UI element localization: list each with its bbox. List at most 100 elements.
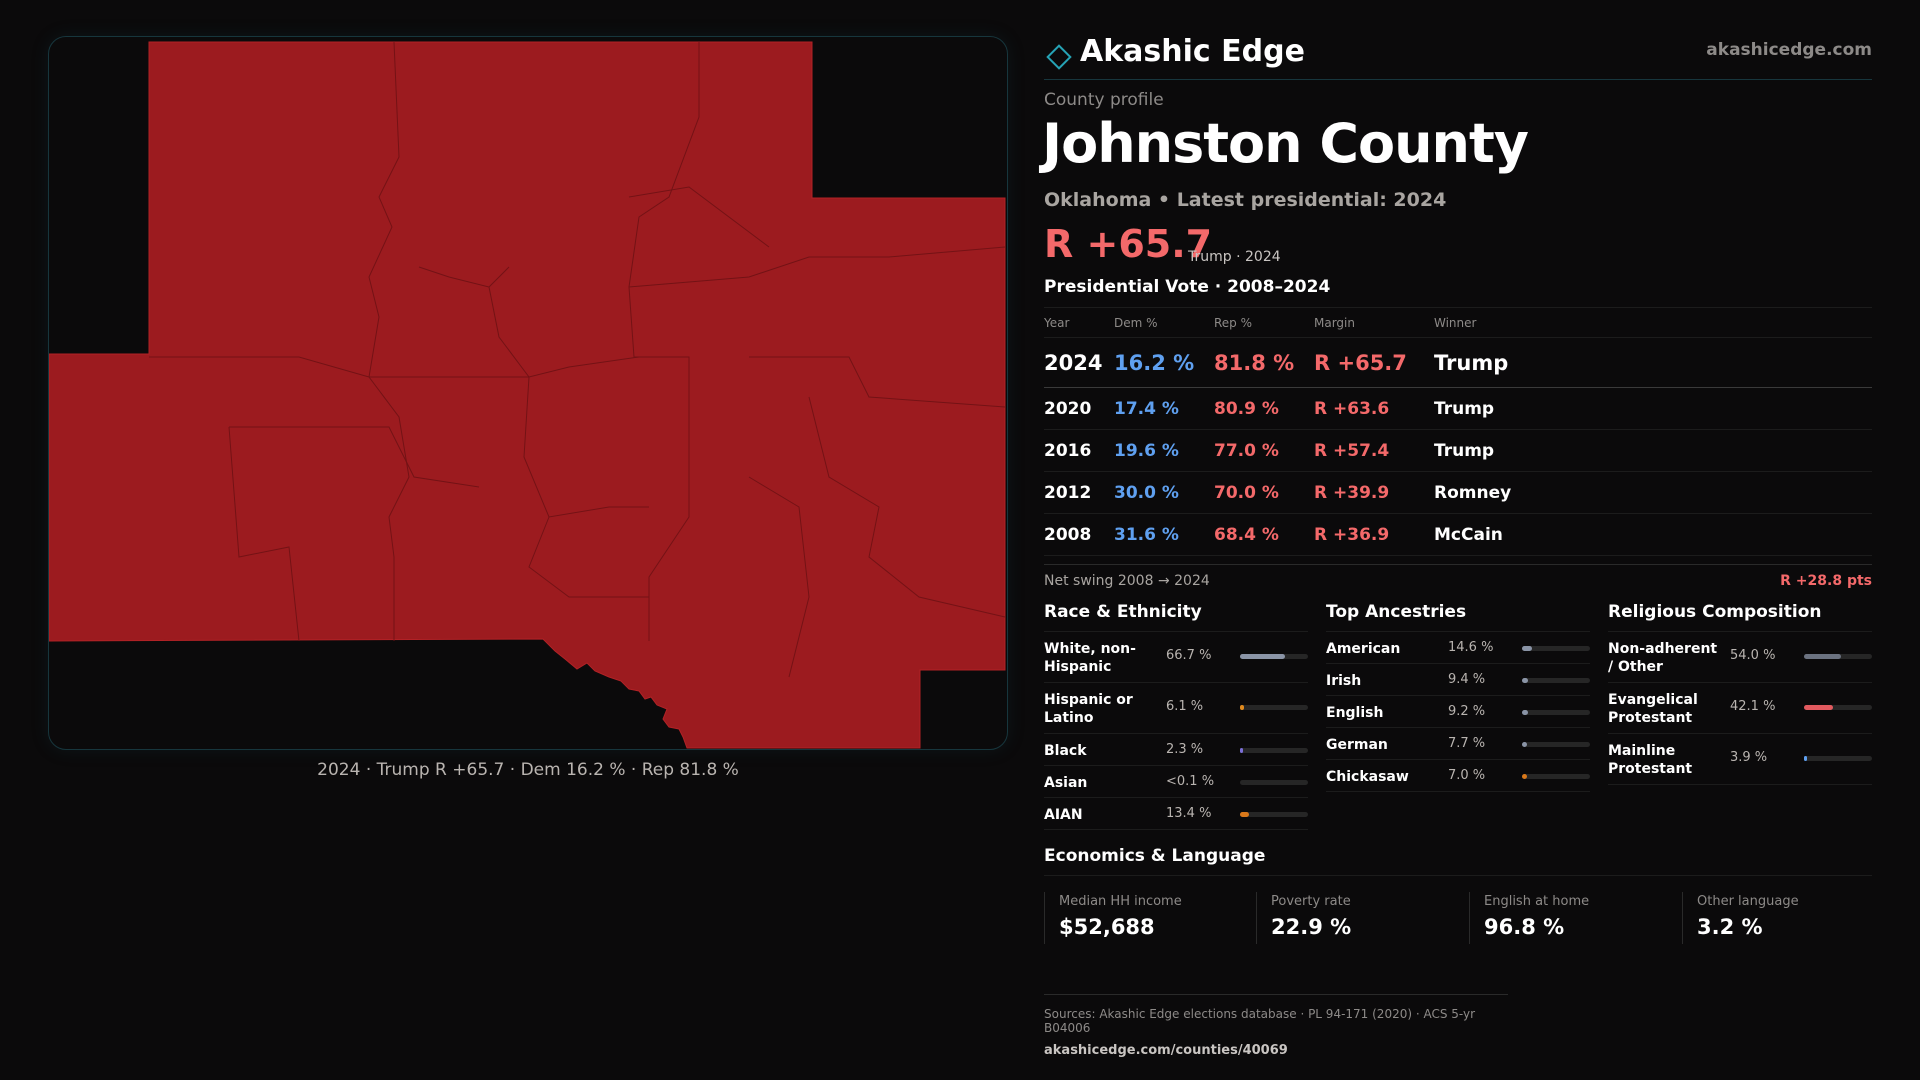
sources-footer: Sources: Akashic Edge elections database…	[1044, 994, 1508, 1058]
stat-bar-fill	[1804, 756, 1807, 761]
ancestries-panel: Top Ancestries American 14.6 % Irish 9.4…	[1326, 602, 1590, 792]
stat-value: 13.4 %	[1166, 806, 1212, 821]
vote-table: Year Dem % Rep % Margin Winner 2024 16.2…	[1044, 307, 1872, 556]
stat-label: Evangelical Protestant	[1608, 692, 1698, 726]
cell-dem: 17.4 %	[1114, 387, 1214, 430]
table-row: 2020 17.4 % 80.9 % R +63.6 Trump	[1044, 387, 1872, 430]
cell-margin: R +39.9	[1314, 471, 1434, 514]
brand-url-link[interactable]: akashicedge.com	[1706, 40, 1872, 60]
stat-bar	[1240, 705, 1308, 710]
stat-bar	[1804, 756, 1872, 761]
stat-label: White, non-Hispanic	[1044, 641, 1136, 675]
econ-label: English at home	[1484, 894, 1590, 909]
stat-label: Black	[1044, 743, 1087, 759]
stat-bar-fill	[1804, 705, 1833, 710]
econ-cell: English at home 96.8 %	[1469, 892, 1665, 944]
cell-rep: 77.0 %	[1214, 429, 1314, 472]
stat-bar-fill	[1522, 710, 1529, 715]
stat-bar-fill	[1240, 654, 1286, 659]
stat-bar	[1522, 710, 1590, 715]
stat-bar	[1804, 654, 1872, 659]
stat-value: <0.1 %	[1166, 774, 1215, 789]
econ-value: 3.2 %	[1697, 915, 1763, 939]
column-header-margin: Margin	[1314, 307, 1434, 338]
stat-value: 42.1 %	[1730, 699, 1776, 714]
cell-year: 2016	[1044, 429, 1114, 472]
sources-url-link[interactable]: akashicedge.com/counties/40069	[1044, 1043, 1288, 1058]
headline-margin-note: Trump · 2024	[1188, 249, 1281, 265]
cell-winner: Romney	[1434, 471, 1872, 514]
table-row: 2012 30.0 % 70.0 % R +39.9 Romney	[1044, 471, 1872, 514]
column-header-year: Year	[1044, 307, 1114, 338]
stat-label: English	[1326, 705, 1384, 721]
ancestries-heading: Top Ancestries	[1326, 602, 1590, 632]
cell-rep: 80.9 %	[1214, 387, 1314, 430]
stat-row: Hispanic or Latino 6.1 %	[1044, 683, 1308, 734]
page-title: Johnston County	[1042, 112, 1529, 175]
econ-label: Other language	[1697, 894, 1799, 909]
stat-label: Mainline Protestant	[1608, 743, 1693, 777]
stat-bar-fill	[1522, 678, 1529, 683]
economics-row: Median HH income $52,688 Poverty rate 22…	[1044, 892, 1872, 944]
religion-heading: Religious Composition	[1608, 602, 1872, 632]
cell-winner: Trump	[1434, 429, 1872, 472]
econ-value: 96.8 %	[1484, 915, 1565, 939]
stat-row: Asian <0.1 %	[1044, 766, 1308, 798]
stat-label: Chickasaw	[1326, 769, 1409, 785]
cell-rep: 81.8 %	[1214, 337, 1314, 388]
stat-value: 14.6 %	[1448, 640, 1494, 655]
cell-year: 2020	[1044, 387, 1114, 430]
table-row: 2008 31.6 % 68.4 % R +36.9 McCain	[1044, 513, 1872, 556]
race-ethnicity-panel: Race & Ethnicity White, non-Hispanic 66.…	[1044, 602, 1308, 830]
stat-value: 7.7 %	[1448, 736, 1486, 751]
stat-value: 66.7 %	[1166, 648, 1212, 663]
page-eyebrow: County profile	[1044, 90, 1164, 110]
net-swing-value: R +28.8 pts	[1780, 573, 1872, 589]
stat-value: 54.0 %	[1730, 648, 1776, 663]
net-swing-label: Net swing 2008 → 2024	[1044, 573, 1210, 589]
cell-dem: 19.6 %	[1114, 429, 1214, 472]
stat-row: Chickasaw 7.0 %	[1326, 760, 1590, 792]
stat-bar-fill	[1240, 748, 1243, 753]
cell-winner: Trump	[1434, 337, 1872, 388]
map-caption: 2024 · Trump R +65.7 · Dem 16.2 % · Rep …	[317, 760, 739, 780]
econ-label: Median HH income	[1059, 894, 1182, 909]
economics-heading: Economics & Language	[1044, 846, 1872, 876]
table-row: 2024 16.2 % 81.8 % R +65.7 Trump	[1044, 337, 1872, 388]
stat-label: American	[1326, 641, 1401, 657]
stat-row: AIAN 13.4 %	[1044, 798, 1308, 830]
stat-bar	[1522, 774, 1590, 779]
cell-dem: 30.0 %	[1114, 471, 1214, 514]
econ-label: Poverty rate	[1271, 894, 1351, 909]
diamond-logo-icon	[1046, 44, 1072, 70]
cell-dem: 16.2 %	[1114, 337, 1214, 388]
brand-name: Akashic Edge	[1080, 34, 1305, 69]
stat-value: 9.2 %	[1448, 704, 1486, 719]
stat-row: Evangelical Protestant 42.1 %	[1608, 683, 1872, 734]
sources-text: Sources: Akashic Edge elections database…	[1044, 1007, 1476, 1035]
stat-label: Asian	[1044, 775, 1088, 791]
cell-winner: McCain	[1434, 513, 1872, 556]
stat-row: Mainline Protestant 3.9 %	[1608, 734, 1872, 785]
county-map[interactable]	[48, 36, 1008, 750]
cell-year: 2008	[1044, 513, 1114, 556]
table-row: 2016 19.6 % 77.0 % R +57.4 Trump	[1044, 429, 1872, 472]
stat-value: 6.1 %	[1166, 699, 1204, 714]
stat-bar-fill	[1240, 705, 1245, 710]
stat-bar	[1240, 748, 1308, 753]
column-header-dem: Dem %	[1114, 307, 1214, 338]
stat-bar	[1240, 654, 1308, 659]
econ-cell: Median HH income $52,688	[1044, 892, 1240, 944]
econ-cell: Other language 3.2 %	[1682, 892, 1878, 944]
stat-bar	[1522, 678, 1590, 683]
cell-margin: R +36.9	[1314, 513, 1434, 556]
page-subtitle: Oklahoma • Latest presidential: 2024	[1044, 189, 1447, 211]
econ-value: $52,688	[1059, 915, 1155, 939]
stat-bar	[1804, 705, 1872, 710]
vote-table-header: Year Dem % Rep % Margin Winner	[1044, 307, 1872, 338]
stat-value: 3.9 %	[1730, 750, 1768, 765]
stat-bar	[1522, 742, 1590, 747]
cell-year: 2024	[1044, 337, 1114, 388]
cell-rep: 68.4 %	[1214, 513, 1314, 556]
cell-year: 2012	[1044, 471, 1114, 514]
